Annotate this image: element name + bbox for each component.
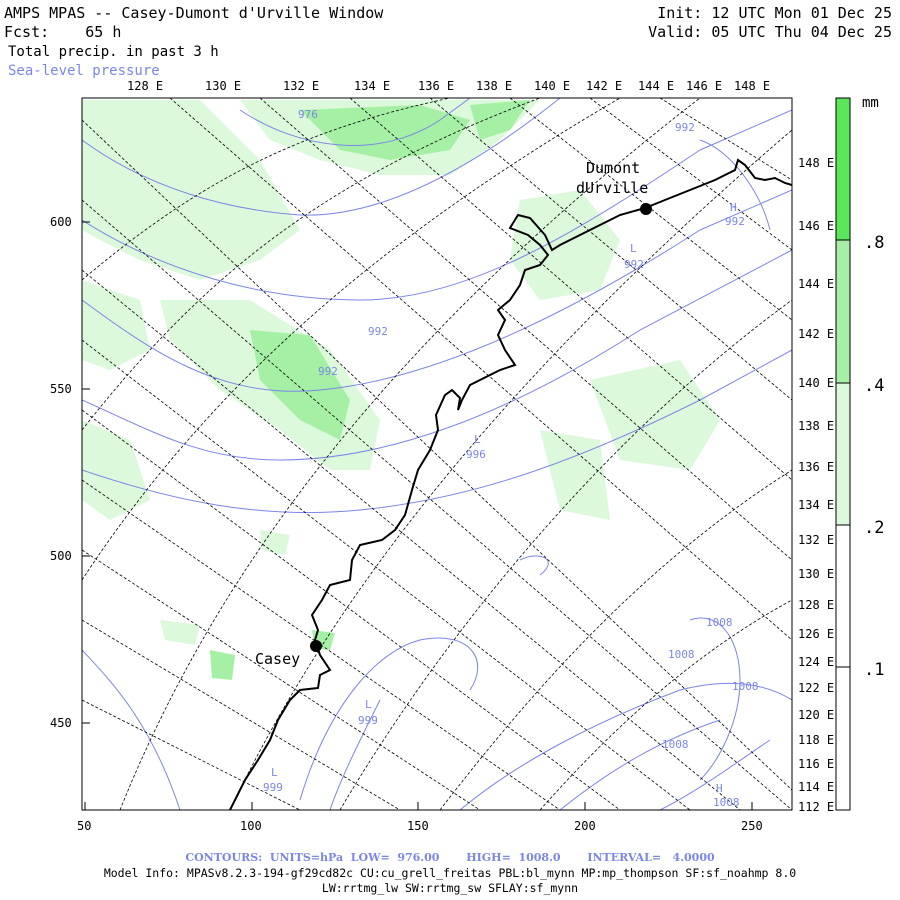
bottom-grid-label: 50	[77, 819, 91, 833]
contour-label: 992	[725, 215, 745, 228]
top-lon-label: 140 E	[534, 79, 570, 93]
contours-info: CONTOURS: UNITS=hPa LOW= 976.00 HIGH= 10…	[185, 851, 715, 864]
left-grid-label: 550	[50, 382, 72, 396]
right-lon-label: 146 E	[798, 219, 834, 233]
top-lon-label: 136 E	[418, 79, 454, 93]
precip-shading	[82, 100, 720, 680]
contour-label: L	[365, 698, 372, 711]
contour-label: 992	[624, 258, 644, 271]
left-grid-label: 600	[50, 215, 72, 229]
casey-label: Casey	[255, 650, 300, 668]
contour-label: L	[630, 242, 637, 255]
contour-label: 1008	[662, 738, 689, 751]
colorbar-label: .1	[864, 660, 884, 680]
contour-label: 999	[358, 714, 378, 727]
right-lon-labels: 148 E 146 E 144 E 142 E 140 E 138 E 136 …	[798, 156, 834, 814]
top-lon-label: 148 E	[734, 79, 770, 93]
dumont-label-line2: dUrville	[576, 179, 648, 197]
contour-labels: 976 992 H 992 L 992 992 992 L 996 1008 1…	[263, 108, 759, 809]
right-lon-label: 132 E	[798, 533, 834, 547]
contour-label: 992	[675, 121, 695, 134]
contour-label: 992	[318, 365, 338, 378]
slp-contours	[82, 98, 792, 810]
bottom-grid-label: 200	[574, 819, 596, 833]
dumont-label-line1: Dumont	[586, 159, 640, 177]
right-lon-label: 124 E	[798, 655, 834, 669]
right-lon-label: 130 E	[798, 567, 834, 581]
right-lon-label: 142 E	[798, 327, 834, 341]
bottom-grid-label: 150	[407, 819, 429, 833]
right-lon-label: 120 E	[798, 708, 834, 722]
contour-label: 1008	[732, 680, 759, 693]
colorbar-label: .2	[864, 518, 884, 538]
dumont-durville-marker	[640, 203, 652, 215]
contour-label: 996	[466, 448, 486, 461]
contour-label: 1008	[668, 648, 695, 661]
overlay-name: Sea-level pressure	[8, 63, 160, 79]
contour-label: 992	[368, 325, 388, 338]
colorbar-label: .8	[864, 233, 884, 253]
top-lon-label: 138 E	[476, 79, 512, 93]
left-ticks	[82, 221, 753, 810]
casey-marker	[310, 640, 322, 652]
top-lon-label: 132 E	[283, 79, 319, 93]
right-lon-label: 122 E	[798, 681, 834, 695]
contour-label: H	[730, 201, 737, 214]
contour-label: 1008	[713, 796, 740, 809]
valid-time: Valid: 05 UTC Thu 04 Dec 25	[648, 23, 892, 41]
top-lon-label: 130 E	[205, 79, 241, 93]
latlon-grid	[82, 98, 792, 810]
top-lon-label: 142 E	[586, 79, 622, 93]
forecast-label: Fcst: 65 h	[4, 23, 121, 41]
right-lon-label: 148 E	[798, 156, 834, 170]
colorbar-band-high	[836, 98, 850, 240]
contour-label: H	[716, 782, 723, 795]
right-lon-label: 126 E	[798, 627, 834, 641]
right-lon-label: 128 E	[798, 598, 834, 612]
right-lon-label: 116 E	[798, 757, 834, 771]
right-lon-label: 134 E	[798, 498, 834, 512]
top-lon-label: 134 E	[354, 79, 390, 93]
fcst-value: 65 h	[85, 23, 122, 41]
top-lon-label: 146 E	[686, 79, 722, 93]
contour-label: 1008	[706, 616, 733, 629]
top-lon-label: 128 E	[127, 79, 163, 93]
right-lon-label: 136 E	[798, 460, 834, 474]
left-grid-labels: 600 550 500 450	[50, 215, 72, 730]
top-lon-label: 144 E	[638, 79, 674, 93]
bottom-grid-label: 100	[240, 819, 262, 833]
model-info-2: LW:rrtmg_lw SW:rrtmg_sw SFLAY:sf_mynn	[321, 881, 579, 895]
colorbar-band-mid	[836, 240, 850, 383]
colorbar: mm .8 .4 .2 .1	[835, 95, 884, 811]
contour-label: L	[271, 766, 278, 779]
colorbar-label: .4	[864, 376, 884, 396]
top-lon-labels: 128 E 130 E 132 E 134 E 136 E 138 E 140 …	[127, 79, 770, 93]
init-time: Init: 12 UTC Mon 01 Dec 25	[657, 4, 892, 22]
fcst-label: Fcst:	[4, 23, 50, 41]
contour-label: L	[474, 433, 481, 446]
left-grid-label: 450	[50, 716, 72, 730]
right-lon-label: 140 E	[798, 376, 834, 390]
right-lon-label: 114 E	[798, 780, 834, 794]
colorbar-band-low	[836, 383, 850, 525]
right-lon-label: 118 E	[798, 733, 834, 747]
colorbar-band-none	[836, 667, 850, 810]
bottom-grid-labels: 50 100 150 200 250	[77, 819, 763, 833]
field-name: Total precip. in past 3 h	[8, 44, 219, 60]
colorbar-unit: mm	[862, 95, 879, 111]
right-lon-label: 112 E	[798, 800, 834, 814]
contour-label: 976	[298, 108, 318, 121]
plot-frame	[81, 97, 793, 811]
model-info: Model Info: MPASv8.2.3-194-gf29cd82c CU:…	[103, 866, 797, 880]
right-lon-label: 138 E	[798, 419, 834, 433]
colorbar-band-none	[836, 525, 850, 667]
right-lon-label: 144 E	[798, 277, 834, 291]
bottom-grid-label: 250	[741, 819, 763, 833]
left-grid-label: 500	[50, 549, 72, 563]
map-title: AMPS MPAS -- Casey-Dumont d'Urville Wind…	[4, 4, 384, 22]
contour-label: 999	[263, 781, 283, 794]
